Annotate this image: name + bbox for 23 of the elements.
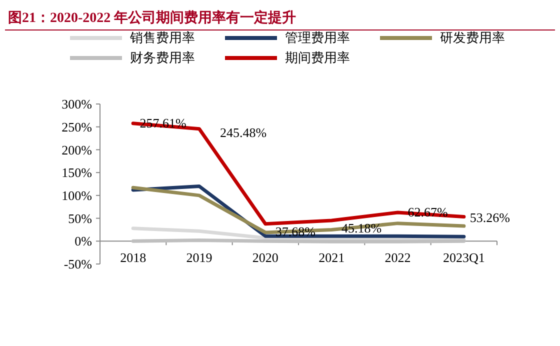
chart-title: 图21：2020-2022 年公司期间费用率有一定提升	[8, 9, 296, 26]
y-tick-label: 50%	[68, 210, 92, 226]
legend-label: 财务费用率	[130, 50, 195, 65]
data-label: 53.26%	[470, 210, 510, 225]
y-tick-label: 200%	[62, 142, 92, 158]
x-tick-label: 2020	[252, 250, 278, 265]
y-tick-label: 150%	[62, 165, 92, 180]
x-tick-label: 2018	[120, 250, 146, 265]
y-tick-label: 100%	[62, 188, 92, 203]
legend-label: 研发费用率	[440, 30, 505, 45]
x-tick-label: 2021	[318, 250, 345, 265]
legend-label: 期间费用率	[285, 50, 350, 65]
data-label: 245.48%	[220, 124, 267, 140]
x-tick-label: 2023Q1	[442, 250, 485, 265]
x-tick-label: 2022	[384, 250, 411, 265]
y-tick-label: 300%	[62, 96, 92, 112]
y-tick-label: 0%	[74, 234, 92, 249]
data-label: 45.18%	[342, 220, 382, 236]
y-tick-label: 250%	[62, 119, 92, 134]
legend-label: 管理费用率	[285, 30, 350, 45]
legend-label: 销售费用率	[129, 30, 195, 45]
y-tick-label: -50%	[64, 256, 92, 272]
x-tick-label: 2019	[186, 250, 212, 265]
